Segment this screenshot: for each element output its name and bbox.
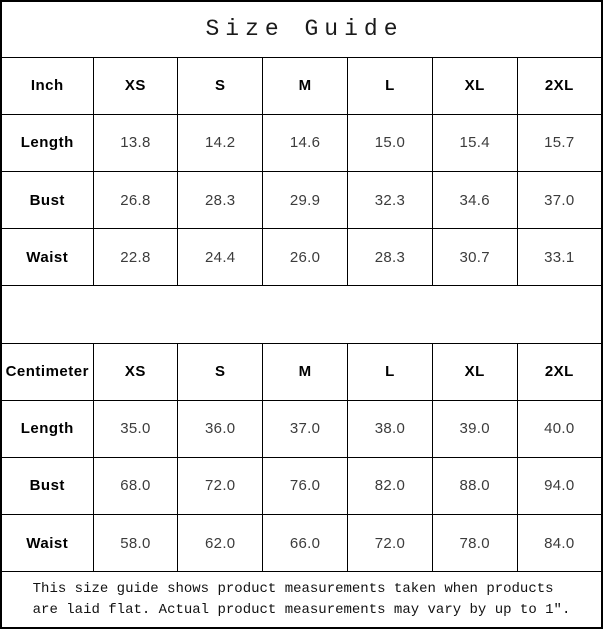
measurement-value: 22.8 [92, 228, 179, 287]
inch-length-row: Length 13.8 14.2 14.6 15.0 15.4 15.7 [0, 113, 603, 173]
title-row: Size Guide [0, 0, 603, 58]
size-header-xl: XL [431, 342, 518, 401]
size-header-xs: XS [92, 342, 179, 401]
measurement-value: 58.0 [92, 514, 179, 573]
measurement-value: 72.0 [177, 456, 264, 516]
measurement-value: 33.1 [516, 228, 603, 287]
size-header-l: L [346, 56, 433, 115]
centimeter-header-row: Centimeter XS S M L XL 2XL [0, 342, 603, 401]
measurement-value: 37.0 [262, 399, 348, 458]
measurement-value: 37.0 [516, 171, 603, 230]
unit-header-centimeter: Centimeter [0, 342, 94, 401]
footer-note-line-1: This size guide shows product measuremen… [32, 580, 554, 597]
measurement-value: 88.0 [431, 456, 518, 516]
measurement-value: 15.4 [431, 113, 518, 173]
size-header-m: M [262, 56, 348, 115]
centimeter-bust-row: Bust 68.0 72.0 76.0 82.0 88.0 94.0 [0, 456, 603, 516]
size-header-l: L [346, 342, 433, 401]
measurement-value: 24.4 [177, 228, 264, 287]
measurement-value: 68.0 [92, 456, 179, 516]
measurement-value: 62.0 [177, 514, 264, 573]
spacer-row [0, 285, 603, 344]
centimeter-waist-row: Waist 58.0 62.0 66.0 72.0 78.0 84.0 [0, 514, 603, 573]
measurement-value: 94.0 [516, 456, 603, 516]
footer-note-text: This size guide shows product measuremen… [33, 579, 571, 621]
unit-header-inch: Inch [0, 56, 94, 115]
size-header-2xl: 2XL [516, 342, 603, 401]
measurement-value: 40.0 [516, 399, 603, 458]
centimeter-length-row: Length 35.0 36.0 37.0 38.0 39.0 40.0 [0, 399, 603, 458]
size-header-s: S [177, 342, 264, 401]
measurement-value: 72.0 [346, 514, 433, 573]
measurement-value: 39.0 [431, 399, 518, 458]
measurement-value: 28.3 [346, 228, 433, 287]
inch-header-row: Inch XS S M L XL 2XL [0, 56, 603, 115]
measurement-value: 26.8 [92, 171, 179, 230]
measurement-label: Length [0, 113, 94, 173]
measurement-label: Bust [0, 171, 94, 230]
page-title: Size Guide [0, 0, 603, 58]
size-header-2xl: 2XL [516, 56, 603, 115]
inch-waist-row: Waist 22.8 24.4 26.0 28.3 30.7 33.1 [0, 228, 603, 287]
footer-note-line-2: are laid flat. Actual product measuremen… [32, 601, 571, 618]
measurement-label: Length [0, 399, 94, 458]
measurement-value: 78.0 [431, 514, 518, 573]
measurement-value: 15.0 [346, 113, 433, 173]
measurement-value: 35.0 [92, 399, 179, 458]
measurement-value: 36.0 [177, 399, 264, 458]
measurement-value: 28.3 [177, 171, 264, 230]
measurement-value: 30.7 [431, 228, 518, 287]
measurement-value: 82.0 [346, 456, 433, 516]
measurement-value: 14.6 [262, 113, 348, 173]
measurement-value: 84.0 [516, 514, 603, 573]
measurement-value: 15.7 [516, 113, 603, 173]
measurement-value: 14.2 [177, 113, 264, 173]
footer-row: This size guide shows product measuremen… [0, 571, 603, 629]
size-header-m: M [262, 342, 348, 401]
footer-note: This size guide shows product measuremen… [0, 571, 603, 629]
size-header-s: S [177, 56, 264, 115]
measurement-value: 66.0 [262, 514, 348, 573]
measurement-label: Waist [0, 514, 94, 573]
measurement-value: 38.0 [346, 399, 433, 458]
measurement-label: Bust [0, 456, 94, 516]
size-header-xl: XL [431, 56, 518, 115]
spacer-cell [0, 285, 603, 344]
inch-bust-row: Bust 26.8 28.3 29.9 32.3 34.6 37.0 [0, 171, 603, 230]
measurement-value: 29.9 [262, 171, 348, 230]
measurement-value: 76.0 [262, 456, 348, 516]
measurement-value: 13.8 [92, 113, 179, 173]
measurement-value: 32.3 [346, 171, 433, 230]
measurement-value: 34.6 [431, 171, 518, 230]
measurement-value: 26.0 [262, 228, 348, 287]
size-header-xs: XS [92, 56, 179, 115]
measurement-label: Waist [0, 228, 94, 287]
